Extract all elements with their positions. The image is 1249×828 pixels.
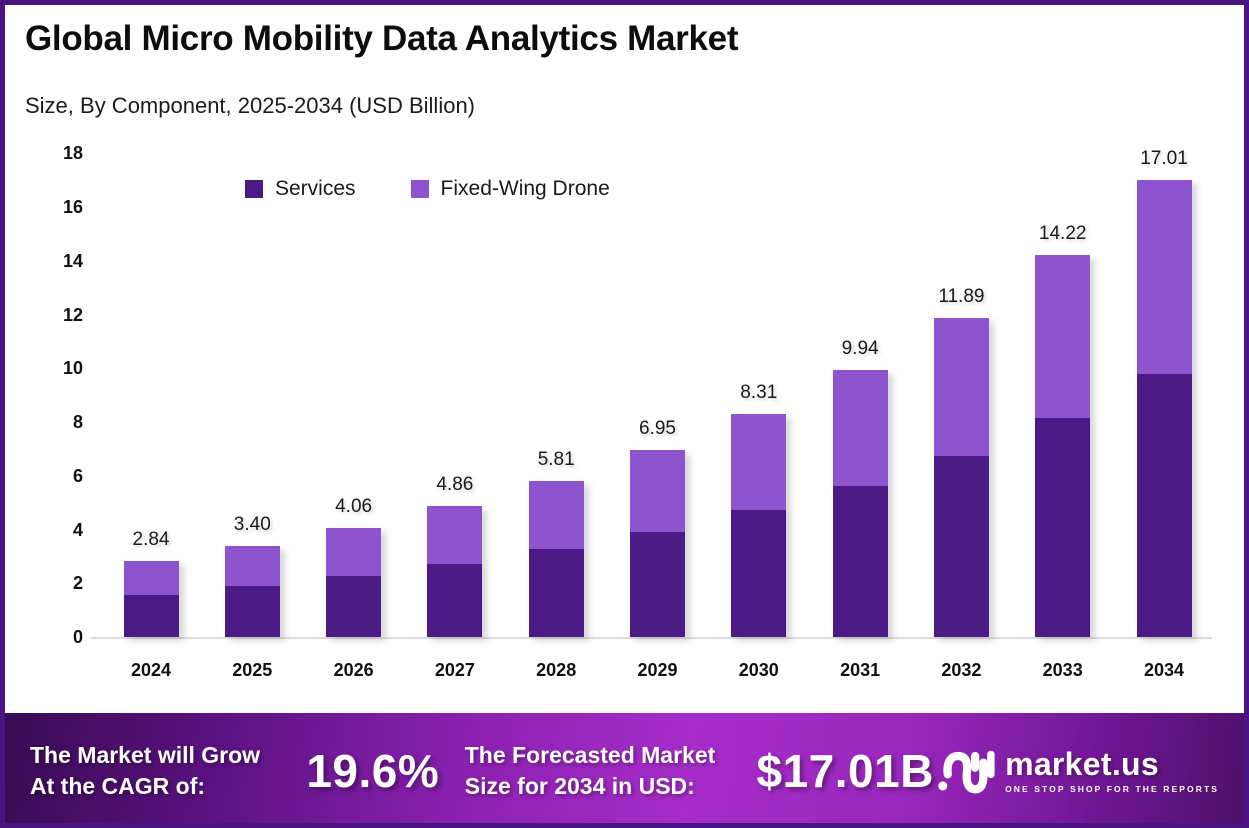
cagr-caption-line1: The Market will Grow <box>30 742 261 769</box>
forecast-value: $17.01B <box>756 744 934 797</box>
chart-subtitle: Size, By Component, 2025-2034 (USD Billi… <box>25 93 476 118</box>
y-axis-tick-6: 6 <box>72 465 83 486</box>
bar-2032[interactable] <box>933 317 989 637</box>
legend-item-fixed-wing-drone: Fixed-Wing Drone <box>410 177 610 201</box>
bar-2031-fixed-wing-drone-segment[interactable] <box>832 369 888 486</box>
y-axis-tick-18: 18 <box>62 143 83 164</box>
bar-2034-services-segment[interactable] <box>1136 373 1192 637</box>
x-axis-label-2033: 2033 <box>1042 660 1083 680</box>
bar-2033-fixed-wing-drone-segment[interactable] <box>1035 254 1091 418</box>
x-axis-label-2031: 2031 <box>840 660 881 680</box>
bar-2024[interactable] <box>123 560 179 637</box>
bar-2026[interactable] <box>326 527 382 637</box>
bar-2028[interactable] <box>528 480 584 637</box>
brand-tagline: ONE STOP SHOP FOR THE REPORTS <box>1005 783 1220 794</box>
value-label-2026: 4.06 <box>335 495 373 517</box>
chart-legend: Services Fixed-Wing Drone <box>245 177 610 201</box>
legend-item-services: Services <box>245 177 356 201</box>
x-axis-label-2034: 2034 <box>1143 660 1185 680</box>
legend-label-fixed-wing-drone: Fixed-Wing Drone <box>440 177 610 200</box>
x-axis-label-2028: 2028 <box>536 660 577 680</box>
forecast-caption-line2: Size for 2034 in USD: <box>464 772 695 799</box>
bar-2025-services-segment[interactable] <box>224 585 280 637</box>
x-axis-label-2027: 2027 <box>434 660 475 680</box>
page-title: Global Micro Mobility Data Analytics Mar… <box>25 19 739 58</box>
x-axis-label-2029: 2029 <box>637 660 678 680</box>
bar-2033-services-segment[interactable] <box>1035 418 1091 637</box>
bar-2033[interactable] <box>1035 254 1091 637</box>
value-label-2027: 4.86 <box>436 474 474 496</box>
bar-2025[interactable] <box>224 545 280 637</box>
y-axis-tick-10: 10 <box>62 358 83 379</box>
bar-2034-fixed-wing-drone-segment[interactable] <box>1136 179 1192 374</box>
brand-name: market.us <box>1005 745 1159 782</box>
cagr-banner: The Market will Grow At the CAGR of: 19.… <box>5 713 1244 823</box>
value-label-2033: 14.22 <box>1038 222 1087 244</box>
bar-2030-fixed-wing-drone-segment[interactable] <box>731 413 787 510</box>
bar-2034[interactable] <box>1136 179 1192 637</box>
bar-2029[interactable] <box>630 450 685 637</box>
cagr-caption-line2: At the CAGR of: <box>30 772 206 799</box>
fixed-wing-drone-swatch-icon <box>410 180 429 198</box>
chart-plot-area: 0 2 4 6 8 10 12 14 16 18 2.84 2024 3.40 2025 4.06 2026 4… <box>5 5 1244 823</box>
legend-label-services: Services <box>275 177 356 200</box>
forecast-caption-line1: The Forecasted Market <box>464 742 716 769</box>
value-label-2025: 3.40 <box>233 513 271 535</box>
market-us-logo[interactable]: market.us ONE STOP SHOP FOR THE REPORTS <box>937 746 1219 796</box>
y-axis-tick-4: 4 <box>72 519 83 540</box>
value-label-2032: 11.89 <box>938 285 985 307</box>
y-axis-tick-2: 2 <box>72 573 83 594</box>
bar-2025-fixed-wing-drone-segment[interactable] <box>224 545 280 586</box>
bar-2027-fixed-wing-drone-segment[interactable] <box>427 506 483 564</box>
x-axis-label-2030: 2030 <box>738 660 779 680</box>
bar-2031[interactable] <box>832 369 888 637</box>
y-axis-tick-12: 12 <box>62 304 83 325</box>
bar-2032-services-segment[interactable] <box>933 455 989 637</box>
value-label-2030: 8.31 <box>740 381 778 403</box>
bar-2029-services-segment[interactable] <box>630 531 685 637</box>
bar-2030[interactable] <box>731 413 787 637</box>
bar-2024-services-segment[interactable] <box>123 595 179 637</box>
bar-2026-fixed-wing-drone-segment[interactable] <box>326 527 382 576</box>
bar-2027-services-segment[interactable] <box>427 563 483 637</box>
x-axis-label-2026: 2026 <box>333 660 374 680</box>
value-label-2028: 5.81 <box>537 448 575 470</box>
value-label-2024: 2.84 <box>132 528 170 550</box>
bar-2029-fixed-wing-drone-segment[interactable] <box>630 450 685 532</box>
services-swatch-icon <box>245 180 263 198</box>
bar-2027[interactable] <box>427 506 483 637</box>
x-axis-label-2024: 2024 <box>130 660 172 680</box>
bar-2026-services-segment[interactable] <box>326 575 382 637</box>
y-axis-tick-8: 8 <box>72 412 83 433</box>
bar-2028-fixed-wing-drone-segment[interactable] <box>528 480 584 549</box>
bar-2028-services-segment[interactable] <box>528 548 584 637</box>
value-label-2029: 6.95 <box>639 418 676 440</box>
cagr-value: 19.6% <box>306 744 440 797</box>
bar-2030-services-segment[interactable] <box>731 509 787 637</box>
y-axis-tick-0: 0 <box>72 627 83 647</box>
market-us-logo-text: market.us ONE STOP SHOP FOR THE REPORTS <box>1005 748 1219 794</box>
bar-2032-fixed-wing-drone-segment[interactable] <box>933 317 989 456</box>
bar-2031-services-segment[interactable] <box>832 485 888 637</box>
x-axis-label-2032: 2032 <box>941 660 982 680</box>
market-us-logo-icon <box>938 750 995 793</box>
value-label-2034: 17.01 <box>1140 147 1188 169</box>
x-axis-line <box>91 637 1212 639</box>
cagr-caption: The Market will Grow At the CAGR of: <box>30 740 299 801</box>
y-axis-tick-16: 16 <box>62 197 83 218</box>
x-axis-label-2025: 2025 <box>232 660 273 680</box>
y-axis-tick-14: 14 <box>62 250 83 271</box>
value-label-2031: 9.94 <box>841 337 879 359</box>
bar-2024-fixed-wing-drone-segment[interactable] <box>123 560 179 596</box>
forecast-caption: The Forecasted Market Size for 2034 in U… <box>465 740 754 801</box>
